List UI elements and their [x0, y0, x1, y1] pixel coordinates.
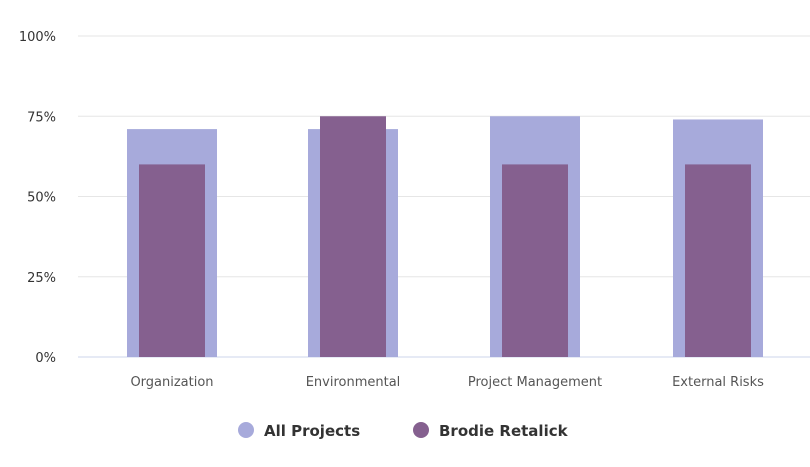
y-tick-label: 100% [19, 30, 56, 45]
legend-label: All Projects [264, 422, 360, 440]
legend-item-brodie-retalick[interactable]: Brodie Retalick [413, 422, 569, 440]
legend: All Projects Brodie Retalick [238, 422, 569, 440]
x-tick-label: Environmental [306, 375, 401, 390]
bar-brodie-retalick-organization[interactable] [139, 164, 205, 357]
legend-marker [238, 422, 254, 438]
bar-brodie-retalick-environmental[interactable] [320, 116, 386, 357]
legend-marker [413, 422, 429, 438]
bars [127, 116, 763, 358]
bar-brodie-retalick-project-management[interactable] [502, 164, 568, 357]
y-tick-label: 50% [27, 191, 56, 206]
y-tick-label: 0% [35, 351, 56, 366]
y-tick-label: 25% [27, 271, 56, 286]
x-axis-ticks: Organization Environmental Project Managem… [130, 375, 764, 390]
x-tick-label: Project Management [468, 375, 602, 390]
y-axis-ticks: 0% 25% 50% 75% 100% [19, 30, 56, 366]
x-tick-label: Organization [130, 375, 213, 390]
legend-item-all-projects[interactable]: All Projects [238, 422, 360, 440]
legend-label: Brodie Retalick [439, 422, 569, 440]
y-tick-label: 75% [27, 110, 56, 125]
x-tick-label: External Risks [672, 375, 764, 390]
bar-brodie-retalick-external-risks[interactable] [685, 164, 751, 357]
